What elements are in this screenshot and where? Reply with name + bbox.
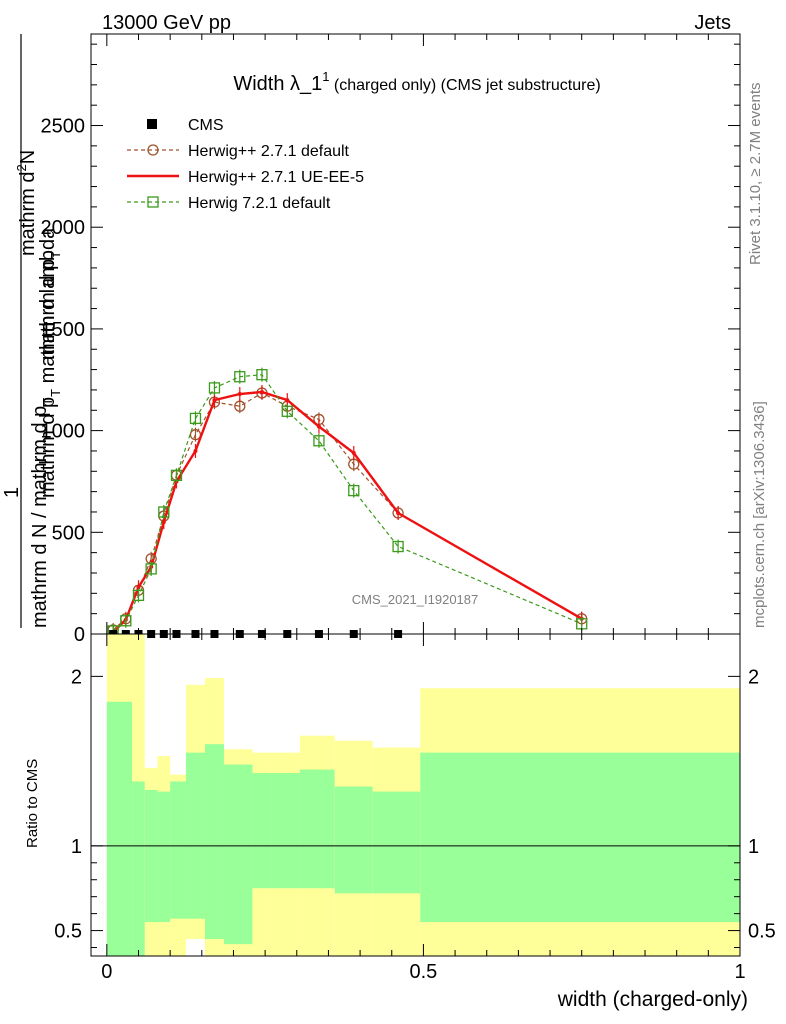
- series-marker-3: [348, 484, 360, 497]
- main-y-label: mathrm d2N mathrm d pT mathrm d lambda 1…: [1, 34, 63, 628]
- ratio-band-inner: [144, 789, 158, 923]
- series-marker-2: [237, 392, 242, 396]
- ratio-ytick-label: 2: [71, 666, 82, 688]
- main-ytick-label: 0: [74, 624, 85, 646]
- main-ytick-label: 2000: [41, 217, 86, 239]
- ratio-ytick-label-right: 2: [748, 666, 759, 688]
- main-series-layer: [107, 367, 588, 639]
- ratio-band-inner: [299, 769, 335, 889]
- series-marker-3: [281, 405, 293, 417]
- series-marker-1: [234, 400, 246, 412]
- series-marker-3: [189, 412, 202, 425]
- series-marker-3: [132, 589, 145, 602]
- title-main: Width λ_1: [233, 73, 322, 95]
- main-axes: 0 500 1000 1500 2000 2500: [41, 34, 741, 646]
- legend-herwig7-label: Herwig 7.2.1 default: [188, 195, 331, 212]
- collision-label: 13000 GeV pp: [102, 12, 231, 34]
- series-marker-2: [161, 520, 166, 525]
- legend-cms-marker: [147, 119, 157, 129]
- series-marker-3: [145, 563, 157, 575]
- ratio-axes: 0 0.5 10.5 0.51 12 2: [54, 634, 776, 983]
- legend-herwig7-marker: [147, 196, 159, 208]
- legend: CMS Herwig++ 2.7.1 default Herwig++ 2.7.…: [127, 117, 364, 212]
- ratio-band-inner: [132, 781, 145, 956]
- series-marker-2: [396, 510, 401, 515]
- series-marker-2: [212, 398, 217, 403]
- ratio-bands-layer: [91, 634, 740, 956]
- legend-herwigpp-default-label: Herwig++ 2.7.1 default: [188, 143, 350, 160]
- legend-cms-label: CMS: [188, 117, 224, 134]
- series-line-3: [112, 374, 582, 632]
- series-marker-3: [120, 615, 132, 627]
- series-marker-2: [136, 585, 141, 590]
- ylabel-numerator: mathrm d2N: [14, 150, 39, 256]
- series-marker-3: [234, 371, 246, 383]
- analysis-watermark: CMS_2021_I1920187: [352, 592, 479, 607]
- ratio-panel: 0 0.5 10.5 0.51 12 2: [54, 633, 776, 983]
- main-panel: CMS_2021_I1920187 0 500 1000 1500 2000 2500: [41, 33, 741, 646]
- ratio-frame: [90, 633, 741, 957]
- series-marker-3: [256, 369, 268, 381]
- series-marker-2: [193, 448, 198, 453]
- series-marker-2: [259, 389, 264, 394]
- series-marker-3: [208, 382, 221, 394]
- legend-herwigpp-ueee5-label: Herwig++ 2.7.1 UE-EE-5: [188, 169, 364, 186]
- x-tick-label: 0.5: [410, 961, 438, 983]
- ratio-band-inner: [185, 752, 205, 919]
- series-line-2: [112, 390, 583, 633]
- x-tick-label: 0: [101, 961, 112, 983]
- ratio-ytick-label-right: 1: [748, 836, 759, 858]
- main-ytick-label: 500: [52, 522, 85, 544]
- series-marker-2: [316, 424, 321, 429]
- ratio-ytick-label-right: 0.5: [748, 921, 776, 943]
- ratio-band-inner: [106, 701, 133, 956]
- ratio-band-inner: [170, 781, 186, 919]
- ratio-ytick-label: 1: [71, 836, 82, 858]
- series-marker-3: [170, 469, 183, 482]
- ylabel-denominator: mathrm d N / mathrm d pT: [29, 398, 55, 628]
- ratio-ytick-label: 0.5: [54, 921, 82, 943]
- series-marker-2: [351, 450, 356, 455]
- series-marker-3: [392, 540, 404, 553]
- title-subtitle: (charged only) (CMS jet substructure): [329, 77, 600, 94]
- title-superscript: 1: [322, 69, 329, 84]
- ratio-band-inner: [334, 786, 373, 894]
- series-marker-2: [285, 398, 290, 403]
- ratio-band-inner: [252, 772, 272, 889]
- ylabel-numerator-2: mathrm d pT mathrm d lambda: [37, 227, 63, 498]
- ratio-band-inner: [204, 744, 224, 940]
- series-marker-3: [158, 506, 170, 518]
- x-tick-label: 1: [734, 961, 745, 983]
- ylabel-one: 1: [1, 487, 23, 498]
- ratio-band-inner: [420, 752, 740, 923]
- main-ytick-label: 1500: [41, 319, 86, 341]
- main-ytick-label: 2500: [41, 116, 86, 138]
- rivet-label: Rivet 3.1.10, ≥ 2.7M events: [747, 83, 764, 266]
- ratio-band-inner: [372, 791, 421, 894]
- ylabel-denominator-2: mathrm d pT: [37, 251, 63, 360]
- ratio-band-inner: [157, 791, 171, 923]
- ratio-band-inner: [223, 764, 253, 945]
- jets-label: Jets: [694, 12, 731, 34]
- ratio-band-inner: [271, 772, 300, 889]
- ratio-y-label: Ratio to CMS: [24, 759, 41, 848]
- series-marker-3: [313, 435, 325, 447]
- main-ytick-label: 1000: [41, 421, 86, 443]
- mcplots-label: mcplots.cern.ch [arXiv:1306.3436]: [751, 401, 768, 628]
- legend-herwigpp-default-marker: [147, 144, 159, 156]
- plot-title: Width λ_11 (charged only) (CMS jet subst…: [233, 69, 600, 95]
- x-axis-label: width (charged-only): [557, 988, 748, 1011]
